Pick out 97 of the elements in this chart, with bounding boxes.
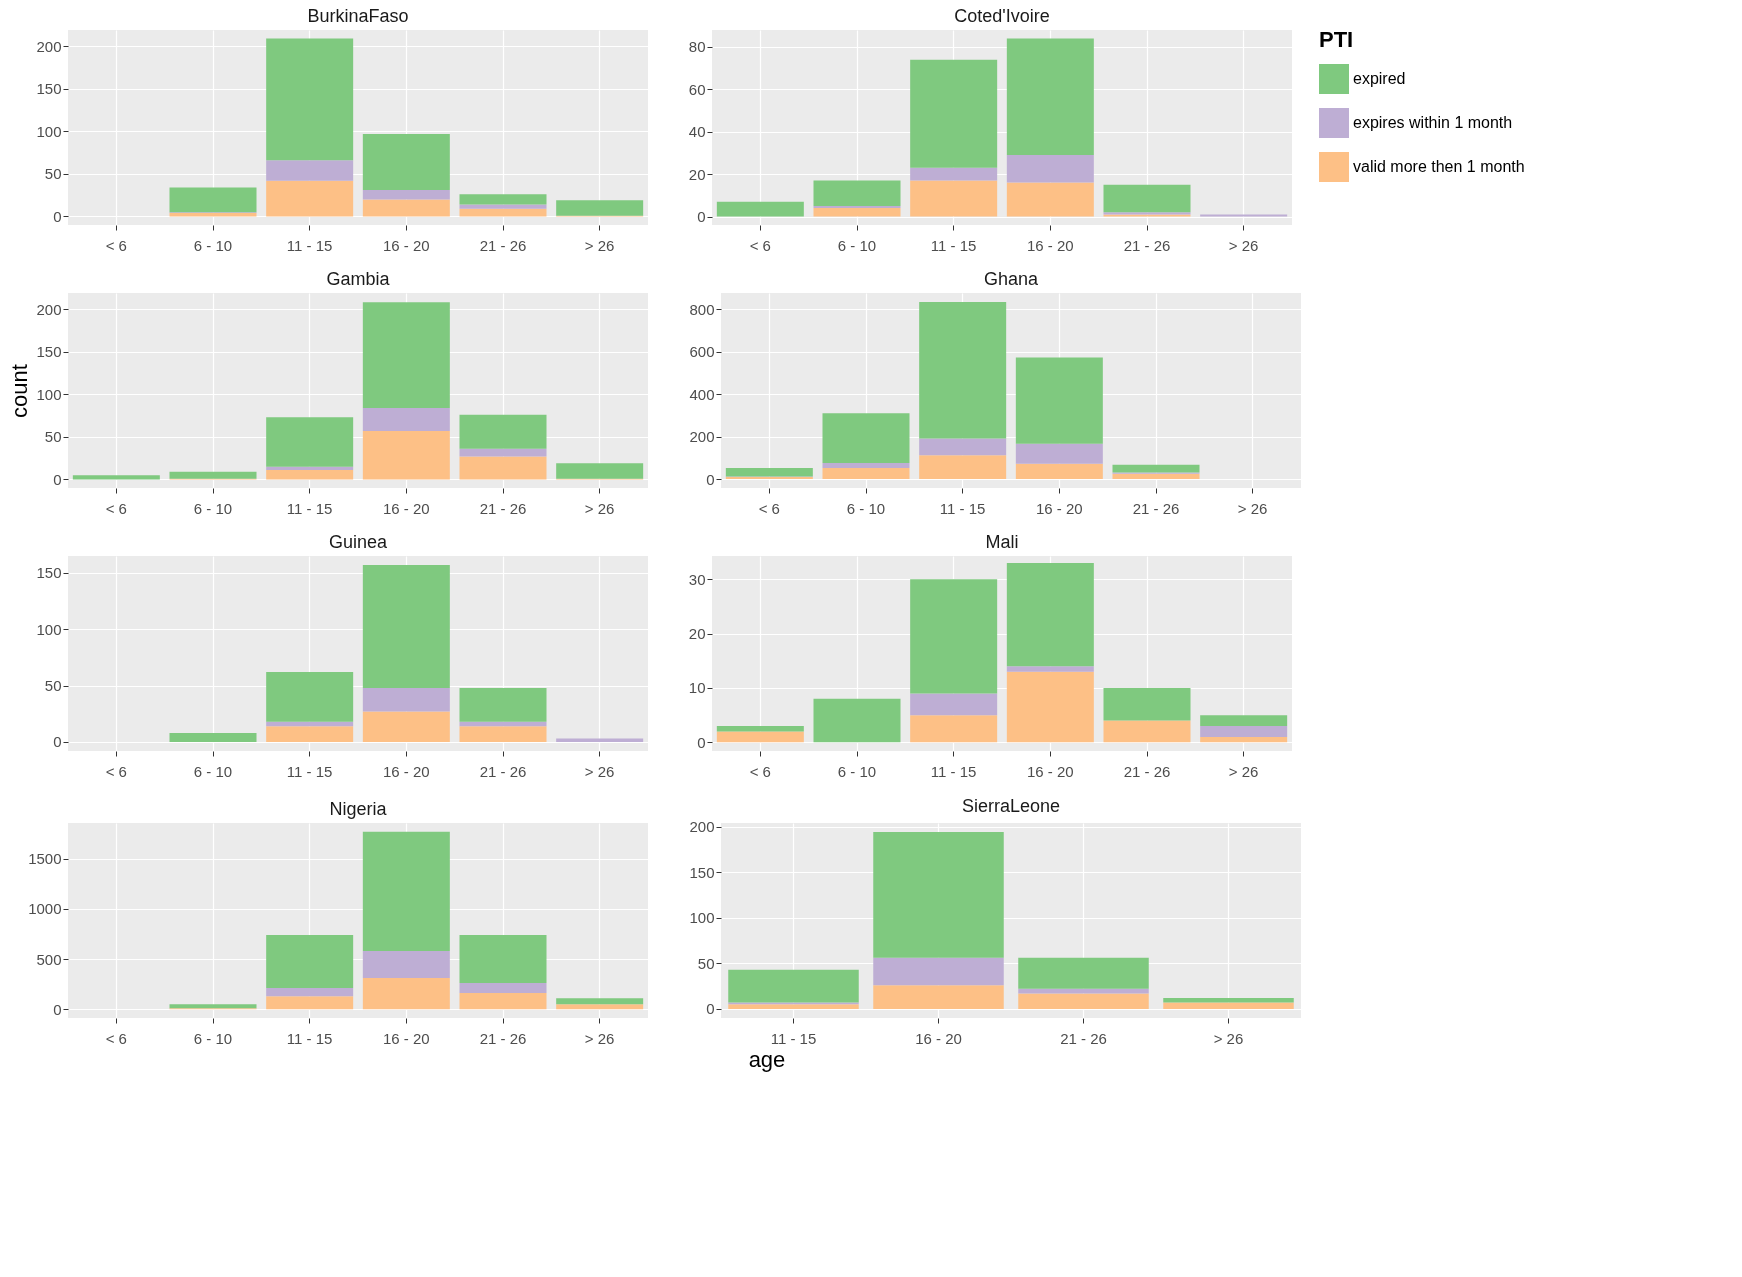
x-tick-label: 21 - 26	[479, 499, 527, 517]
x-tick-label: 16 - 20	[915, 1029, 962, 1047]
x-tick-label: 16 - 20	[382, 1029, 430, 1047]
x-tick-label: < 6	[105, 236, 127, 254]
x-tick-label: 11 - 15	[930, 236, 977, 254]
chart-title: Ghana	[983, 269, 1040, 289]
y-tick-label: 100	[36, 122, 62, 140]
y-tick-label: 150	[36, 564, 62, 582]
chart-title: Nigeria	[329, 799, 388, 819]
x-tick-label: < 6	[105, 1029, 127, 1047]
y-tick-label: 150	[36, 343, 62, 361]
x-tick-label: 6 - 10	[193, 499, 233, 517]
y-tick-label: 200	[689, 818, 715, 836]
x-tick-label: < 6	[105, 762, 127, 780]
x-tick-label: < 6	[749, 236, 771, 254]
y-tick-label: 400	[689, 385, 715, 403]
y-tick-label: 150	[689, 863, 715, 881]
y-tick-label: 0	[706, 1000, 715, 1018]
x-tick-label: > 26	[584, 499, 615, 517]
x-tick-label: > 26	[1228, 762, 1259, 780]
y-axis-title: count	[7, 364, 33, 418]
x-tick-label: 11 - 15	[286, 762, 333, 780]
legend-label: expires within 1 month	[1353, 114, 1513, 131]
x-tick-label: 16 - 20	[1035, 499, 1083, 517]
y-tick-label: 80	[688, 38, 706, 56]
x-tick-label: > 26	[584, 762, 615, 780]
x-tick-label: 11 - 15	[939, 499, 986, 517]
y-tick-label: 0	[53, 470, 62, 488]
y-tick-label: 40	[688, 123, 706, 141]
y-tick-label: 0	[697, 733, 706, 751]
x-tick-label: 21 - 26	[1132, 499, 1180, 517]
x-tick-label: 6 - 10	[193, 236, 233, 254]
y-tick-label: 800	[689, 300, 715, 318]
x-axis-title: age	[748, 1047, 786, 1072]
y-tick-label: 20	[688, 625, 706, 643]
x-tick-label: > 26	[1213, 1029, 1244, 1047]
chart-title: BurkinaFaso	[307, 6, 409, 26]
y-tick-label: 0	[53, 733, 62, 751]
y-tick-label: 100	[36, 620, 62, 638]
y-tick-label: 0	[53, 207, 62, 225]
legend-title: PTI	[1319, 27, 1354, 52]
x-tick-label: 16 - 20	[1026, 762, 1074, 780]
y-tick-label: 10	[688, 679, 706, 697]
x-tick-label: 21 - 26	[479, 1029, 527, 1047]
y-tick-label: 500	[36, 950, 62, 968]
x-tick-label: 21 - 26	[479, 236, 527, 254]
x-tick-label: < 6	[105, 499, 127, 517]
y-tick-label: 150	[36, 80, 62, 98]
y-tick-label: 50	[44, 428, 62, 446]
x-tick-label: 6 - 10	[193, 762, 233, 780]
x-tick-label: 11 - 15	[770, 1029, 817, 1047]
y-tick-label: 100	[689, 909, 715, 927]
x-tick-label: > 26	[1237, 499, 1268, 517]
x-tick-label: 6 - 10	[846, 499, 886, 517]
y-tick-label: 50	[44, 165, 62, 183]
x-tick-label: 16 - 20	[382, 762, 430, 780]
chart-title: Guinea	[328, 532, 389, 552]
chart-title: Mali	[985, 532, 1019, 552]
x-tick-label: 16 - 20	[382, 236, 430, 254]
y-tick-label: 0	[706, 470, 715, 488]
x-tick-label: < 6	[758, 499, 780, 517]
legend-label: valid more then 1 month	[1353, 158, 1525, 175]
y-tick-label: 1500	[28, 850, 62, 868]
y-tick-label: 200	[36, 37, 62, 55]
y-tick-label: 20	[688, 165, 706, 183]
chart-title: Coted'Ivoire	[954, 6, 1050, 26]
y-tick-label: 200	[689, 428, 715, 446]
legend-label: expired	[1353, 70, 1406, 87]
y-tick-label: 60	[688, 80, 706, 98]
x-tick-label: 11 - 15	[930, 762, 977, 780]
y-tick-label: 50	[697, 954, 715, 972]
x-tick-label: > 26	[1228, 236, 1259, 254]
y-tick-label: 50	[44, 677, 62, 695]
y-tick-label: 0	[697, 208, 706, 226]
x-tick-label: 16 - 20	[1026, 236, 1074, 254]
y-tick-label: 1000	[28, 900, 62, 918]
x-tick-label: 21 - 26	[1123, 762, 1171, 780]
y-tick-label: 600	[689, 343, 715, 361]
x-tick-label: 6 - 10	[193, 1029, 233, 1047]
x-tick-label: 21 - 26	[1060, 1029, 1107, 1047]
y-tick-label: 0	[53, 1000, 62, 1018]
x-tick-label: < 6	[749, 762, 771, 780]
x-tick-label: 11 - 15	[286, 1029, 333, 1047]
x-tick-label: 6 - 10	[837, 762, 877, 780]
x-tick-label: 6 - 10	[837, 236, 877, 254]
chart-title: SierraLeone	[961, 795, 1061, 816]
y-tick-label: 100	[36, 385, 62, 403]
x-tick-label: > 26	[584, 1029, 615, 1047]
x-tick-label: 11 - 15	[286, 236, 333, 254]
x-tick-label: 21 - 26	[1123, 236, 1171, 254]
x-tick-label: 21 - 26	[479, 762, 527, 780]
x-tick-label: 11 - 15	[286, 499, 333, 517]
chart-title: Gambia	[326, 269, 391, 289]
y-tick-label: 200	[36, 300, 62, 318]
x-tick-label: > 26	[584, 236, 615, 254]
x-tick-label: 16 - 20	[382, 499, 430, 517]
y-tick-label: 30	[688, 570, 706, 588]
